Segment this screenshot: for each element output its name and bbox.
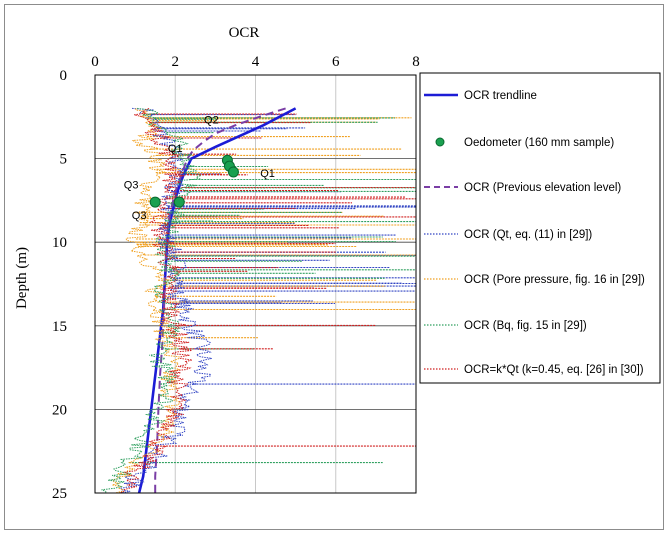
annotation-layer: Q2 Q1 Q1 Q3 Q3 [124, 114, 275, 221]
series-line [119, 107, 193, 494]
legend-label: OCR (Bq, fig. 15 in [29]) [464, 320, 587, 332]
series-line [112, 108, 181, 494]
x-tick-label: 6 [332, 54, 340, 70]
previous-elevation-line [154, 107, 286, 493]
y-tick-label: 0 [60, 68, 68, 84]
legend-label: Oedometer (160 mm sample) [464, 137, 614, 149]
series-line [101, 107, 202, 494]
legend-box [419, 72, 661, 384]
x-tick-label: 2 [172, 54, 180, 70]
x-tick-label: 0 [91, 54, 99, 70]
annotation-label: Q3 [124, 180, 139, 192]
x-tick-label: 4 [252, 54, 260, 70]
oedometer-point [149, 196, 161, 208]
oedometer-point [173, 196, 185, 208]
legend-label: OCR (Pore pressure, fig. 16 in [29]) [464, 274, 645, 286]
y-tick-label: 15 [52, 319, 67, 335]
cpt-spike-traces [128, 113, 416, 464]
annotation-label: Q2 [204, 114, 219, 126]
plot-border [94, 74, 417, 494]
annotation-label: Q3 [132, 210, 147, 222]
y-tick-label: 10 [52, 235, 67, 251]
chart-frame [4, 4, 664, 530]
legend-label: OCR trendline [464, 90, 537, 102]
axes: OCR Depth (m) 0 2 4 6 8 0 5 10 15 20 25 [14, 25, 420, 502]
x-axis-title: OCR [229, 25, 260, 41]
y-tick-label: 25 [52, 486, 67, 502]
y-tick-label: 20 [52, 402, 67, 418]
y-axis-title: Depth (m) [14, 247, 30, 309]
annotation-label: Q1 [168, 143, 183, 155]
oedometer-markers [149, 154, 239, 208]
legend-label: OCR (Previous elevation level) [464, 182, 621, 194]
legend: OCR trendline Oedometer (160 mm sample) OC… [419, 72, 661, 384]
series-layer [101, 107, 297, 494]
legend-label: OCR=k*Qt (k=0.45, eq. [26] in [30]) [464, 364, 644, 376]
x-tick-label: 8 [412, 54, 420, 70]
y-tick-label: 5 [60, 152, 68, 168]
legend-swatch [435, 137, 445, 147]
series-spikes [135, 117, 416, 339]
oedometer-point [227, 166, 239, 178]
annotation-label: Q1 [260, 168, 275, 180]
legend-label: OCR (Qt, eq. (11) in [29]) [464, 229, 592, 241]
